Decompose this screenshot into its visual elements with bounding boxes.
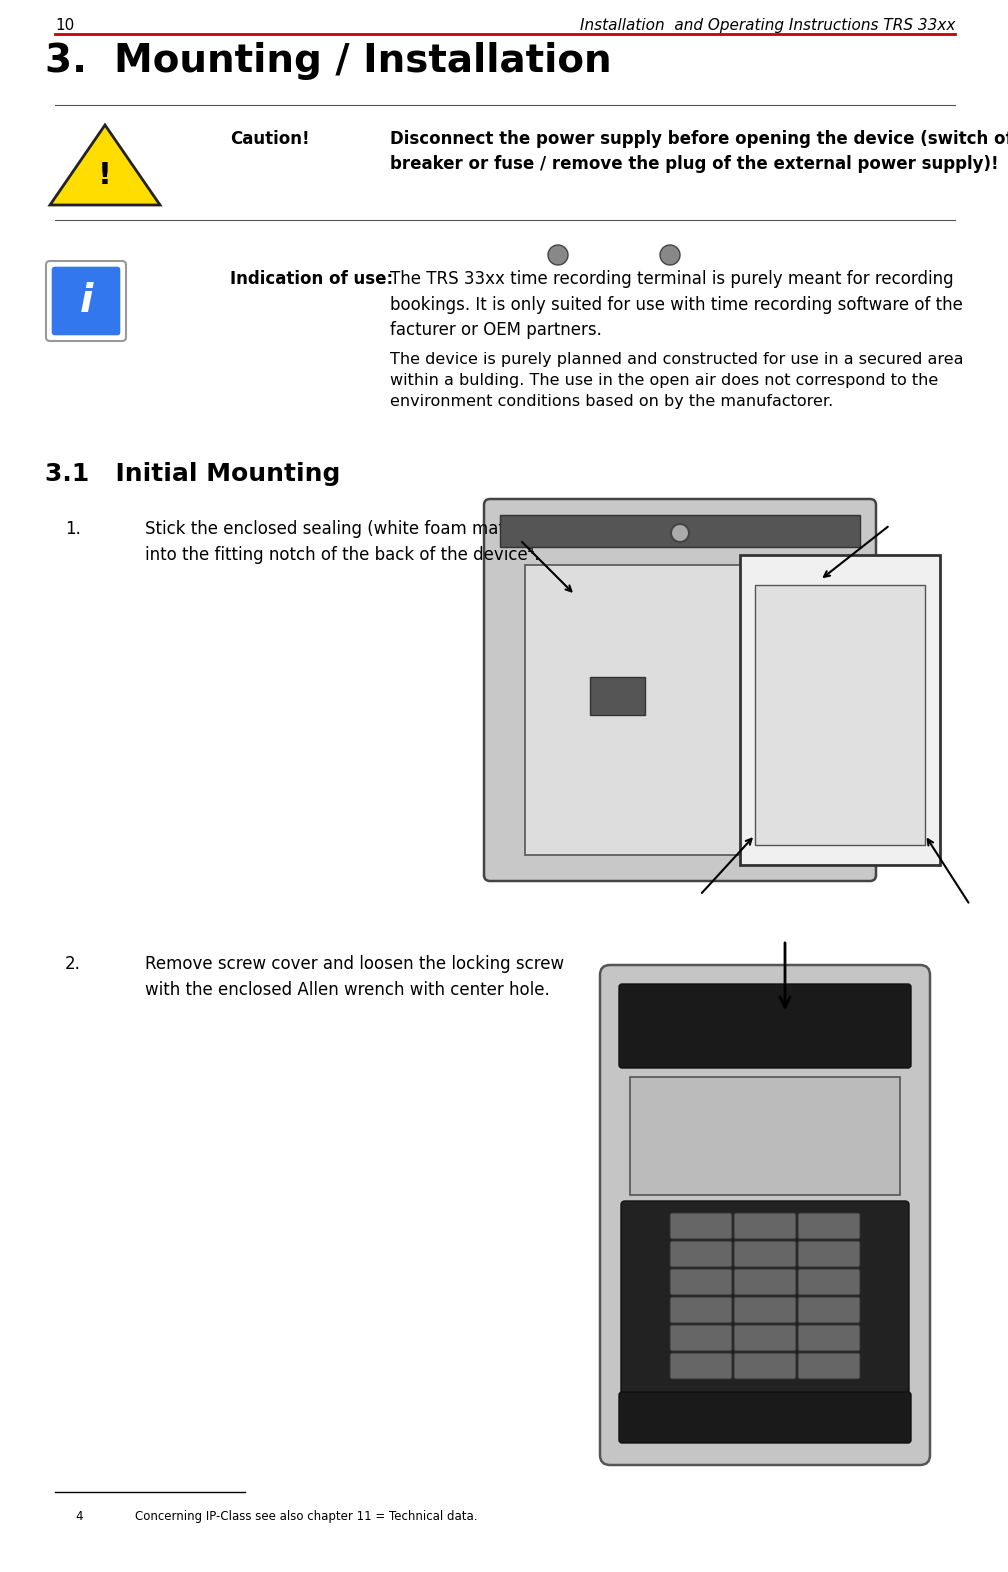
FancyBboxPatch shape bbox=[798, 1214, 860, 1239]
FancyBboxPatch shape bbox=[51, 266, 121, 336]
Polygon shape bbox=[50, 126, 160, 204]
Text: The TRS 33xx time recording terminal is purely meant for recording
bookings. It : The TRS 33xx time recording terminal is … bbox=[390, 270, 963, 340]
FancyBboxPatch shape bbox=[670, 1353, 732, 1379]
FancyBboxPatch shape bbox=[670, 1297, 732, 1324]
FancyBboxPatch shape bbox=[798, 1353, 860, 1379]
Text: !: ! bbox=[98, 160, 112, 190]
FancyBboxPatch shape bbox=[798, 1325, 860, 1350]
Text: 3.  Mounting / Installation: 3. Mounting / Installation bbox=[45, 42, 612, 80]
Circle shape bbox=[548, 245, 568, 266]
FancyBboxPatch shape bbox=[798, 1297, 860, 1324]
Text: Stick the enclosed sealing (white foam material)
into the fitting notch of the b: Stick the enclosed sealing (white foam m… bbox=[145, 520, 548, 564]
Text: Remove screw cover and loosen the locking screw
with the enclosed Allen wrench w: Remove screw cover and loosen the lockin… bbox=[145, 956, 564, 998]
Text: 10: 10 bbox=[55, 17, 75, 33]
FancyBboxPatch shape bbox=[734, 1325, 796, 1350]
FancyBboxPatch shape bbox=[734, 1240, 796, 1267]
FancyBboxPatch shape bbox=[798, 1269, 860, 1295]
Circle shape bbox=[660, 245, 680, 266]
Text: Disconnect the power supply before opening the device (switch off circuit
breake: Disconnect the power supply before openi… bbox=[390, 130, 1008, 173]
FancyBboxPatch shape bbox=[619, 1391, 911, 1443]
FancyBboxPatch shape bbox=[484, 498, 876, 880]
FancyBboxPatch shape bbox=[670, 1325, 732, 1350]
FancyBboxPatch shape bbox=[600, 965, 930, 1465]
FancyBboxPatch shape bbox=[734, 1353, 796, 1379]
Text: Installation  and Operating Instructions TRS 33xx: Installation and Operating Instructions … bbox=[580, 17, 955, 33]
FancyBboxPatch shape bbox=[619, 984, 911, 1067]
Text: Concerning IP-Class see also chapter 11 = Technical data.: Concerning IP-Class see also chapter 11 … bbox=[135, 1511, 478, 1523]
FancyBboxPatch shape bbox=[46, 261, 126, 341]
Text: Caution!: Caution! bbox=[230, 130, 309, 148]
FancyBboxPatch shape bbox=[621, 1201, 909, 1399]
Circle shape bbox=[671, 523, 689, 542]
Text: i: i bbox=[80, 281, 93, 321]
Text: 1.: 1. bbox=[65, 520, 81, 538]
FancyBboxPatch shape bbox=[734, 1214, 796, 1239]
Bar bbox=[525, 564, 830, 855]
FancyBboxPatch shape bbox=[734, 1297, 796, 1324]
FancyBboxPatch shape bbox=[670, 1214, 732, 1239]
Text: 3.1   Initial Mounting: 3.1 Initial Mounting bbox=[45, 462, 341, 486]
FancyBboxPatch shape bbox=[734, 1269, 796, 1295]
FancyBboxPatch shape bbox=[630, 1077, 900, 1195]
FancyBboxPatch shape bbox=[798, 1240, 860, 1267]
Text: Indication of use:: Indication of use: bbox=[230, 270, 393, 288]
FancyBboxPatch shape bbox=[740, 555, 940, 865]
Bar bbox=[755, 585, 925, 846]
Text: 2.: 2. bbox=[65, 956, 81, 973]
Bar bbox=[500, 516, 860, 547]
Text: The device is purely planned and constructed for use in a secured area
within a : The device is purely planned and constru… bbox=[390, 352, 964, 409]
Bar bbox=[590, 678, 645, 715]
FancyBboxPatch shape bbox=[670, 1269, 732, 1295]
FancyBboxPatch shape bbox=[670, 1240, 732, 1267]
Text: 4: 4 bbox=[75, 1511, 83, 1523]
